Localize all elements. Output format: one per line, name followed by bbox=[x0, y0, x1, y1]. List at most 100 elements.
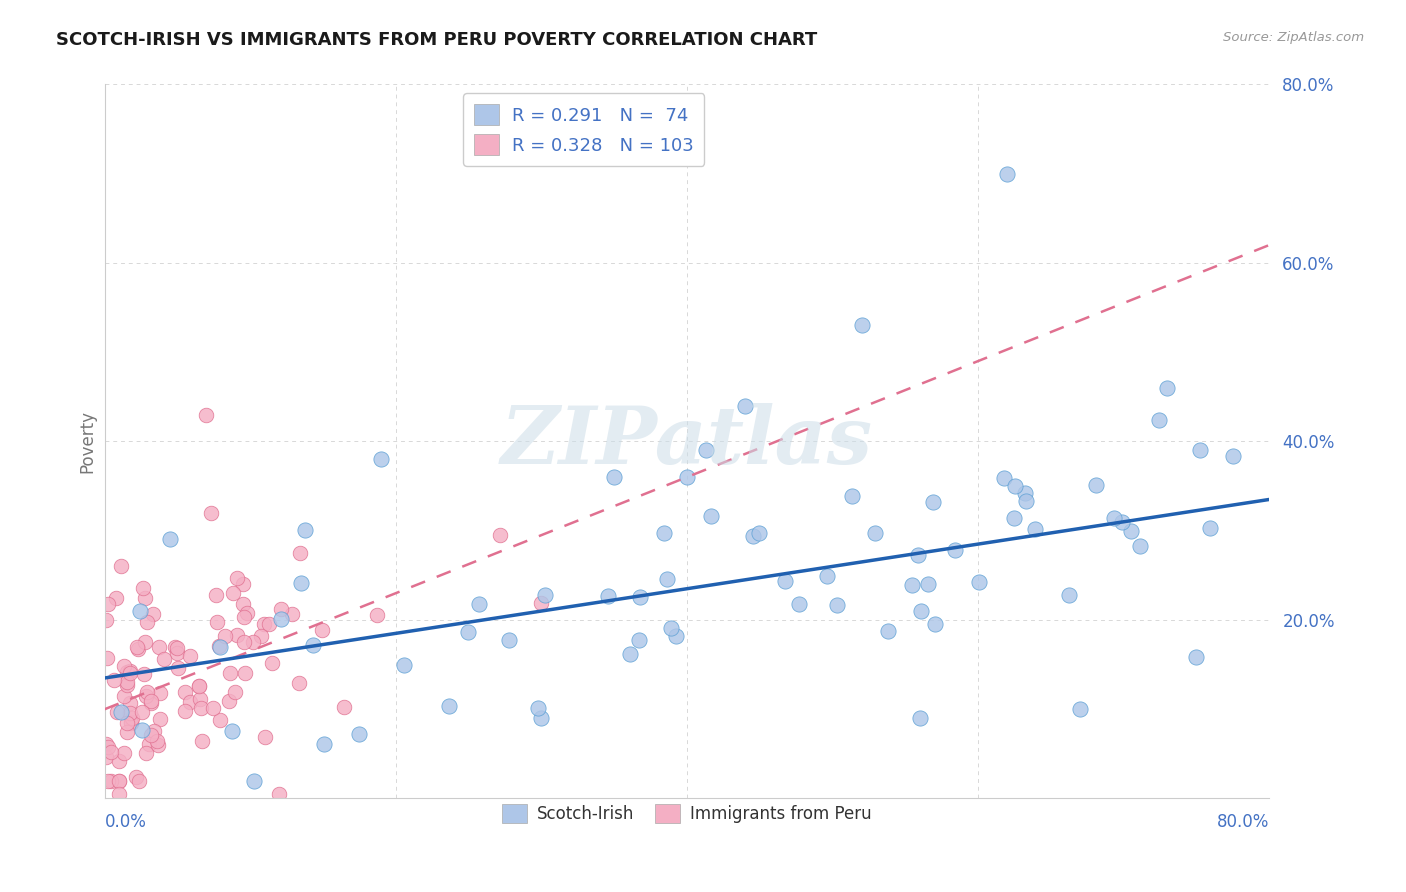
Point bbox=[132, 582, 155, 596]
Point bbox=[167, 660, 190, 674]
Point bbox=[190, 701, 212, 715]
Point bbox=[94, 613, 117, 627]
Point bbox=[232, 597, 254, 611]
Point bbox=[370, 452, 392, 467]
Point bbox=[225, 571, 247, 585]
Point bbox=[922, 495, 945, 509]
Point bbox=[207, 615, 229, 629]
Point bbox=[603, 470, 626, 484]
Point bbox=[108, 787, 131, 801]
Point bbox=[97, 597, 120, 611]
Point bbox=[1084, 477, 1107, 491]
Point bbox=[202, 700, 225, 714]
Point bbox=[676, 470, 699, 484]
Point bbox=[1189, 442, 1212, 457]
Point bbox=[235, 606, 257, 620]
Point bbox=[117, 715, 139, 730]
Point bbox=[208, 639, 231, 653]
Point bbox=[257, 617, 280, 632]
Point bbox=[97, 773, 120, 788]
Point bbox=[773, 574, 796, 588]
Point bbox=[135, 615, 157, 630]
Point bbox=[134, 635, 156, 649]
Point bbox=[205, 588, 228, 602]
Point bbox=[135, 685, 157, 699]
Point bbox=[1002, 510, 1025, 524]
Point bbox=[118, 664, 141, 678]
Point bbox=[253, 616, 276, 631]
Point bbox=[301, 638, 323, 652]
Point bbox=[1004, 479, 1026, 493]
Point bbox=[489, 528, 512, 542]
Text: 80.0%: 80.0% bbox=[1216, 813, 1270, 831]
Point bbox=[457, 625, 479, 640]
Point bbox=[290, 576, 312, 591]
Point bbox=[131, 705, 153, 719]
Point bbox=[108, 773, 131, 788]
Point bbox=[695, 442, 717, 457]
Point bbox=[125, 640, 148, 654]
Point bbox=[232, 610, 254, 624]
Point bbox=[153, 652, 176, 666]
Point bbox=[269, 787, 291, 801]
Point bbox=[534, 588, 557, 602]
Point bbox=[596, 589, 619, 603]
Point bbox=[120, 715, 142, 730]
Point bbox=[815, 569, 838, 583]
Y-axis label: Poverty: Poverty bbox=[79, 410, 96, 473]
Point bbox=[131, 723, 153, 738]
Point bbox=[118, 696, 141, 710]
Point bbox=[135, 746, 157, 760]
Point bbox=[865, 526, 887, 541]
Point bbox=[943, 542, 966, 557]
Point bbox=[100, 773, 122, 788]
Point bbox=[179, 695, 201, 709]
Point bbox=[120, 706, 142, 720]
Point bbox=[262, 656, 284, 670]
Point bbox=[628, 590, 651, 604]
Point bbox=[112, 658, 135, 673]
Point bbox=[1069, 702, 1091, 716]
Point bbox=[120, 665, 142, 680]
Point bbox=[530, 597, 553, 611]
Point bbox=[96, 651, 118, 665]
Point bbox=[233, 634, 256, 648]
Point bbox=[1014, 485, 1036, 500]
Point bbox=[993, 471, 1015, 485]
Point bbox=[224, 685, 246, 699]
Point bbox=[110, 559, 132, 574]
Point bbox=[218, 694, 240, 708]
Point bbox=[312, 737, 335, 751]
Point bbox=[789, 597, 811, 611]
Point bbox=[110, 705, 132, 719]
Text: SCOTCH-IRISH VS IMMIGRANTS FROM PERU POVERTY CORRELATION CHART: SCOTCH-IRISH VS IMMIGRANTS FROM PERU POV… bbox=[56, 31, 817, 49]
Point bbox=[1015, 494, 1038, 508]
Point bbox=[665, 629, 688, 643]
Point bbox=[149, 712, 172, 726]
Point bbox=[191, 734, 214, 748]
Point bbox=[392, 657, 415, 672]
Point bbox=[166, 646, 188, 660]
Point bbox=[825, 598, 848, 612]
Point bbox=[221, 723, 243, 738]
Point bbox=[908, 711, 931, 725]
Point bbox=[907, 548, 929, 562]
Point bbox=[1156, 381, 1178, 395]
Point bbox=[104, 591, 127, 606]
Point bbox=[166, 641, 188, 656]
Text: ZIPatlas: ZIPatlas bbox=[501, 402, 873, 480]
Point bbox=[200, 506, 222, 520]
Point bbox=[1121, 524, 1143, 538]
Point bbox=[134, 591, 156, 605]
Point bbox=[128, 773, 150, 788]
Point bbox=[876, 624, 898, 639]
Point bbox=[1102, 511, 1125, 525]
Point bbox=[174, 704, 197, 718]
Point bbox=[121, 711, 143, 725]
Point bbox=[120, 715, 142, 730]
Point bbox=[901, 578, 924, 592]
Point bbox=[734, 399, 756, 413]
Point bbox=[146, 734, 169, 748]
Point bbox=[115, 665, 138, 680]
Point bbox=[115, 725, 138, 739]
